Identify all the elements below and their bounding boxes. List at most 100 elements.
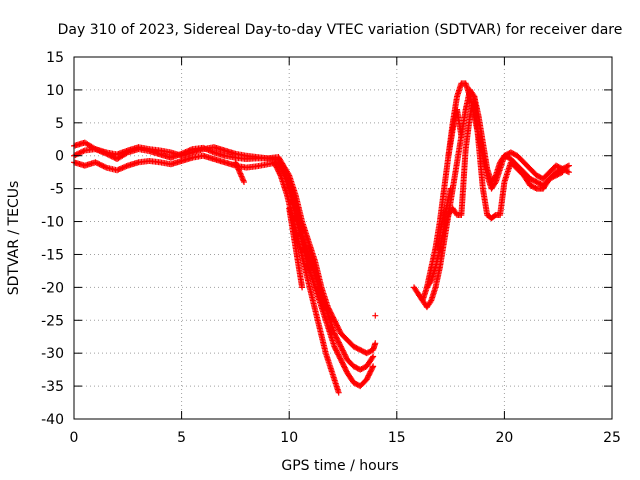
- plot-area-border: [73, 56, 613, 420]
- x-tick-labels: 0 5 10 15 20 25: [70, 430, 621, 446]
- data-point: [335, 325, 342, 332]
- data-point: [271, 159, 278, 166]
- data-point: [372, 340, 379, 347]
- data-point: [338, 358, 345, 365]
- data-point: [274, 165, 281, 172]
- series-track-11: [445, 106, 465, 159]
- data-point: [370, 363, 377, 370]
- data-point: [368, 365, 375, 372]
- data-point: [330, 315, 337, 322]
- y-tick-label: -25: [41, 313, 64, 329]
- y-tick-label: -15: [41, 247, 64, 263]
- data-point: [343, 367, 350, 374]
- data-point: [341, 351, 348, 358]
- data-point: [565, 169, 572, 176]
- data-point: [343, 354, 350, 361]
- data-point: [77, 149, 84, 156]
- data-point: [342, 352, 349, 359]
- y-tick-label: -30: [41, 346, 64, 362]
- data-point: [337, 355, 344, 362]
- data-point: [331, 343, 338, 350]
- data-point: [427, 298, 434, 305]
- data-point: [339, 347, 346, 354]
- axis-ticks: [73, 56, 613, 420]
- data-point: [334, 337, 341, 344]
- data-point: [333, 348, 340, 355]
- data-point: [335, 389, 342, 396]
- data-point: [276, 169, 283, 176]
- data-point: [272, 161, 279, 168]
- data-point: [73, 151, 80, 158]
- data-point: [336, 327, 343, 334]
- data-point: [364, 373, 371, 380]
- data-point: [337, 343, 344, 350]
- data-point: [333, 322, 340, 329]
- data-point: [339, 359, 346, 366]
- x-tick-label: 0: [70, 430, 79, 446]
- data-point: [91, 145, 98, 152]
- data-point: [364, 375, 371, 382]
- data-point: [335, 326, 342, 333]
- chart-title: Day 310 of 2023, Sidereal Day-to-day VTE…: [58, 22, 623, 38]
- data-point: [99, 162, 106, 169]
- data-point: [366, 371, 373, 378]
- data-point: [564, 163, 571, 170]
- x-tick-label: 5: [177, 430, 186, 446]
- data-point: [337, 342, 344, 349]
- x-tick-label: 15: [388, 430, 406, 446]
- data-point: [341, 364, 348, 371]
- data-point: [340, 362, 347, 369]
- data-point: [368, 367, 375, 374]
- data-point: [558, 169, 565, 176]
- data-points: [71, 80, 572, 396]
- data-point: [341, 363, 348, 370]
- y-tick-label: -10: [41, 215, 64, 231]
- y-tick-label: 5: [55, 116, 64, 132]
- data-point: [458, 132, 465, 139]
- series-track-5: [232, 159, 248, 186]
- y-tick-labels: 15 10 5 0 -5 -10 -15 -20 -25 -30 -35 -40: [41, 50, 64, 428]
- data-point: [76, 150, 83, 157]
- data-point: [335, 338, 342, 345]
- data-point: [100, 163, 107, 170]
- data-point: [96, 161, 103, 168]
- data-point: [273, 164, 280, 171]
- data-point: [336, 340, 343, 347]
- y-tick-label: -5: [50, 182, 64, 198]
- data-point: [97, 161, 104, 168]
- data-point: [367, 368, 374, 375]
- data-point: [335, 351, 342, 358]
- data-point: [559, 169, 566, 176]
- y-tick-label: 0: [55, 149, 64, 165]
- data-point: [271, 160, 278, 167]
- x-axis-label: GPS time / hours: [281, 458, 398, 474]
- series-track-10: [434, 185, 454, 251]
- data-point: [241, 179, 248, 186]
- data-point: [72, 152, 79, 159]
- data-point: [275, 167, 282, 174]
- data-point: [366, 369, 373, 376]
- data-point: [336, 354, 343, 361]
- data-point: [564, 168, 571, 175]
- y-tick-label: 15: [46, 50, 64, 66]
- data-point: [333, 335, 340, 342]
- data-point: [339, 346, 346, 353]
- data-point: [342, 365, 349, 372]
- y-tick-label: -35: [41, 379, 64, 395]
- data-point: [333, 347, 340, 354]
- data-point: [338, 344, 345, 351]
- series-track-2: [71, 152, 377, 373]
- data-point: [341, 350, 348, 357]
- data-point: [372, 312, 379, 319]
- data-point: [334, 350, 341, 357]
- x-tick-label: 10: [280, 430, 298, 446]
- y-axis-label: SDTVAR / TECUs: [6, 181, 22, 296]
- data-point: [369, 364, 376, 371]
- data-point: [447, 185, 454, 192]
- data-point: [334, 323, 341, 330]
- series-track-outlier: [372, 312, 379, 319]
- data-point: [370, 353, 377, 360]
- data-point: [427, 279, 434, 286]
